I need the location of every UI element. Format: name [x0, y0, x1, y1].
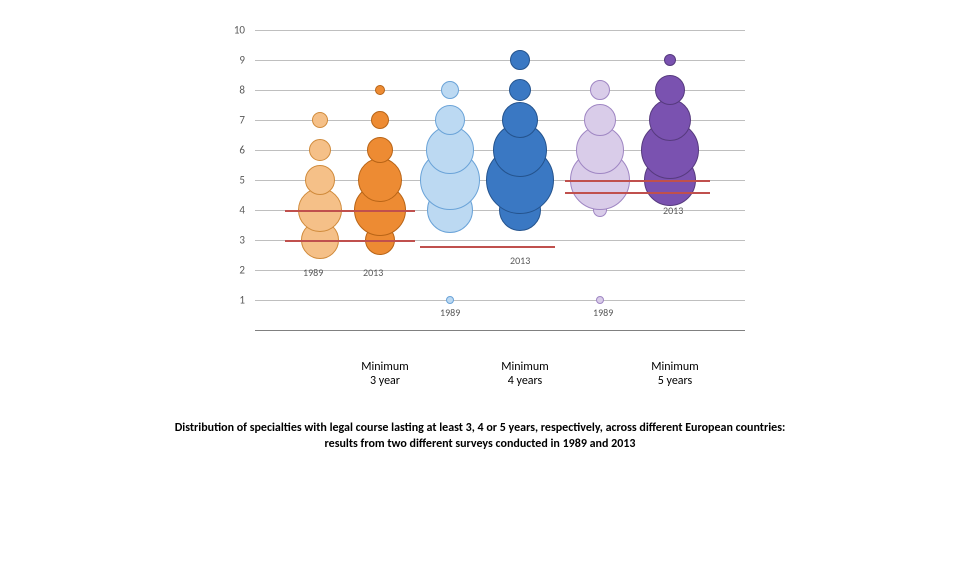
- x-group-label-line1: Minimum: [501, 360, 549, 374]
- y-tick-label: 3: [215, 234, 245, 247]
- gridline: [255, 270, 745, 271]
- x-group-label-line1: Minimum: [361, 360, 409, 374]
- bubble: [441, 81, 459, 99]
- x-group-label-line1: Minimum: [651, 360, 699, 374]
- bubble: [375, 85, 385, 95]
- figure-caption: Distribution of specialties with legal c…: [90, 420, 870, 452]
- bubble: [367, 137, 393, 163]
- x-group-label: Minimum5 years: [651, 360, 699, 389]
- y-tick-label: 7: [215, 114, 245, 127]
- reference-line: [420, 246, 555, 248]
- plot-area: 1989 2013 1989 2013 1989 2013: [255, 30, 745, 331]
- bubble: [649, 99, 691, 141]
- x-group-label-line2: 3 year: [361, 374, 409, 388]
- reference-line: [565, 192, 710, 194]
- bubble: [590, 80, 610, 100]
- y-tick-label: 9: [215, 54, 245, 67]
- gridline: [255, 300, 745, 301]
- bubble: [312, 112, 328, 128]
- bubble: [435, 105, 465, 135]
- y-tick-label: 10: [215, 24, 245, 37]
- bubble: [655, 75, 685, 105]
- x-axis-group-labels: Minimum3 yearMinimum4 yearsMinimum5 year…: [215, 360, 745, 394]
- chart-annotation: 2013: [363, 266, 383, 279]
- x-group-label: Minimum3 year: [361, 360, 409, 389]
- chart-annotation: 1989: [440, 306, 460, 319]
- bubble: [510, 50, 530, 70]
- bubble: [309, 139, 331, 161]
- chart-annotation: 2013: [510, 254, 530, 267]
- y-tick-label: 2: [215, 264, 245, 277]
- bubble: [371, 111, 389, 129]
- y-tick-label: 6: [215, 144, 245, 157]
- bubble: [446, 296, 454, 304]
- reference-line: [285, 210, 415, 212]
- bubble: [509, 79, 531, 101]
- x-group-label-line2: 5 years: [651, 374, 699, 388]
- bubble: [584, 104, 616, 136]
- y-tick-label: 5: [215, 174, 245, 187]
- chart-annotation: 2013: [663, 204, 683, 217]
- reference-line: [565, 180, 710, 182]
- gridline: [255, 30, 745, 31]
- chart-annotation: 1989: [593, 306, 613, 319]
- y-tick-label: 8: [215, 84, 245, 97]
- y-tick-label: 1: [215, 294, 245, 307]
- reference-line: [285, 240, 415, 242]
- x-group-label-line2: 4 years: [501, 374, 549, 388]
- bubble: [596, 296, 604, 304]
- bubble: [502, 102, 538, 138]
- x-group-label: Minimum4 years: [501, 360, 549, 389]
- caption-line2: results from two different surveys condu…: [325, 437, 636, 451]
- bubble: [305, 165, 335, 195]
- bubble: [664, 54, 676, 66]
- caption-line1: Distribution of specialties with legal c…: [175, 421, 786, 435]
- bubble: [358, 158, 402, 202]
- bubble-chart: 198920131989201319892013 12345678910: [215, 30, 745, 350]
- chart-annotation: 1989: [303, 266, 323, 279]
- y-tick-label: 4: [215, 204, 245, 217]
